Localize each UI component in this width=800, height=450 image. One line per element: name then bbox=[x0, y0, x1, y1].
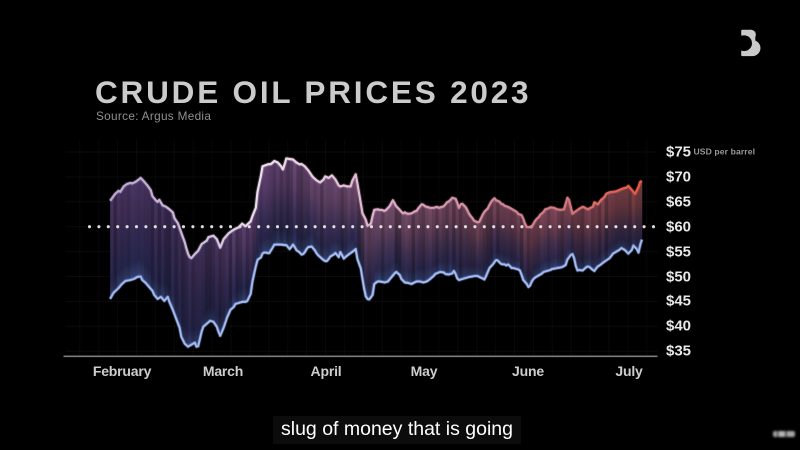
y-tick-75: $75 bbox=[666, 143, 692, 161]
x-tick-june: June bbox=[512, 362, 544, 379]
upper-series-line bbox=[109, 157, 643, 260]
y-tick-65: $65 bbox=[666, 193, 692, 211]
price-cap-dotted-line bbox=[87, 225, 656, 229]
unit-label: USD per barrel bbox=[693, 146, 756, 157]
y-tick-55: $55 bbox=[666, 243, 692, 261]
brand-logo-icon bbox=[736, 29, 761, 57]
caption-text: slug of money that is going bbox=[281, 418, 513, 441]
y-tick-70: $70 bbox=[666, 168, 692, 186]
x-tick-july: July bbox=[615, 362, 643, 379]
x-tick-may: May bbox=[410, 362, 438, 379]
caption-box: slug of money that is going bbox=[273, 416, 521, 444]
y-tick-40: $40 bbox=[666, 317, 692, 335]
lower-series-core bbox=[109, 239, 643, 348]
y-tick-45: $45 bbox=[666, 292, 692, 310]
x-tick-april: April bbox=[310, 362, 342, 379]
x-tick-february: February bbox=[92, 362, 152, 379]
band-fill bbox=[110, 158, 643, 347]
y-tick-35: $35 bbox=[666, 342, 692, 360]
lower-series-line bbox=[109, 239, 643, 348]
x-tick-march: March bbox=[202, 362, 244, 379]
b-mark-shape bbox=[736, 29, 761, 57]
watermark bbox=[773, 431, 795, 437]
source-label: Source: Argus Media bbox=[96, 109, 212, 123]
page-title: CRUDE OIL PRICES 2023 bbox=[95, 74, 532, 110]
y-tick-60: $60 bbox=[666, 218, 692, 236]
y-tick-50: $50 bbox=[666, 268, 692, 285]
